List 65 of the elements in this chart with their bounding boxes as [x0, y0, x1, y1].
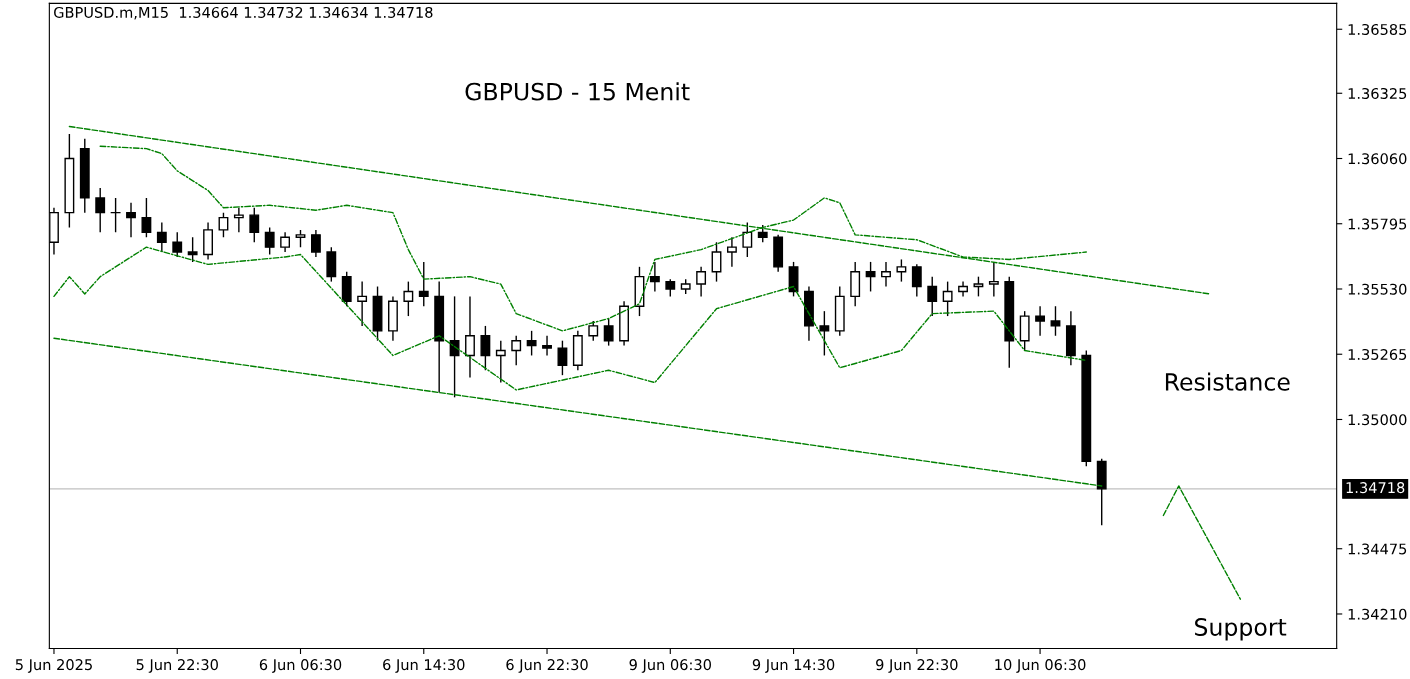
candlestick — [172, 231, 183, 258]
x-tick-label: 5 Jun 2025 — [15, 659, 92, 673]
candlestick — [233, 207, 244, 234]
x-tick-label: 9 Jun 14:30 — [752, 659, 835, 673]
y-tick-label: 1.34210 — [1348, 608, 1407, 620]
y-tick-label: 1.35530 — [1348, 283, 1407, 295]
annotation: Support — [1195, 618, 1287, 641]
candlestick — [865, 261, 876, 293]
x-tick-label: 9 Jun 06:30 — [629, 659, 711, 673]
candlestick — [896, 258, 907, 283]
candlestick — [95, 187, 106, 234]
y-tick-label: 1.36585 — [1348, 23, 1407, 35]
candlestick — [403, 280, 414, 317]
candlestick — [942, 280, 953, 317]
ref-line-label: 1.34718 — [1346, 482, 1405, 494]
candlestick — [280, 231, 291, 253]
annotation: GBPUSD.m,M15 1.34664 1.34732 1.34634 1.34718 — [54, 6, 433, 20]
candlestick — [141, 197, 152, 238]
candlestick — [927, 275, 938, 317]
candlestick — [542, 335, 552, 357]
candlestick — [310, 229, 321, 258]
candlestick — [973, 275, 984, 298]
x-tick-label: 6 Jun 06:30 — [259, 659, 342, 673]
candlestick — [726, 236, 737, 268]
line-series — [53, 246, 1087, 391]
x-tick-label: 6 Jun 14:30 — [383, 659, 465, 673]
x-tick-label: 6 Jun 22:30 — [506, 659, 588, 673]
candlestick — [511, 335, 522, 367]
candlestick — [649, 261, 660, 293]
candlestick — [911, 263, 922, 298]
candlestick — [742, 221, 753, 258]
y-tick-label: 1.35795 — [1348, 218, 1407, 230]
candlestick — [1035, 305, 1046, 337]
candlestick — [988, 261, 999, 298]
text: GBPUSD - 15 Menit — [465, 82, 690, 101]
candlestick — [465, 295, 475, 379]
x-tick-label: 10 Jun 06:30 — [995, 659, 1086, 673]
candlestick — [711, 241, 722, 283]
x-tick-label: 5 Jun 22:30 — [136, 659, 218, 673]
y-tick-label: 1.36060 — [1348, 153, 1407, 165]
annotation: Resistance — [1165, 372, 1290, 391]
candlestick — [557, 339, 568, 376]
candlestick — [156, 221, 167, 253]
y-tick-label: 1.35265 — [1348, 348, 1407, 360]
candlestick — [881, 261, 891, 288]
candlestick — [819, 310, 830, 357]
candlestick — [588, 320, 599, 342]
y-tick-label: 1.36325 — [1348, 87, 1407, 100]
candlestick — [218, 211, 229, 238]
candlestick — [126, 202, 136, 238]
candlestick — [249, 207, 260, 243]
candlestick — [526, 330, 537, 357]
candlestick — [264, 226, 275, 256]
candlestick — [449, 295, 460, 399]
candlestick — [187, 236, 198, 263]
candlestick — [495, 339, 506, 384]
y-tick-label: 1.35000 — [1348, 414, 1407, 426]
candlestick — [480, 325, 491, 371]
y-tick-label: 1.34475 — [1348, 543, 1407, 555]
candlestick — [603, 317, 614, 347]
candlestick — [418, 261, 429, 307]
candlestick — [696, 266, 707, 298]
candlestick — [357, 280, 368, 327]
x-tick-label: 9 Jun 22:30 — [876, 659, 958, 673]
candlestick — [1050, 305, 1061, 337]
